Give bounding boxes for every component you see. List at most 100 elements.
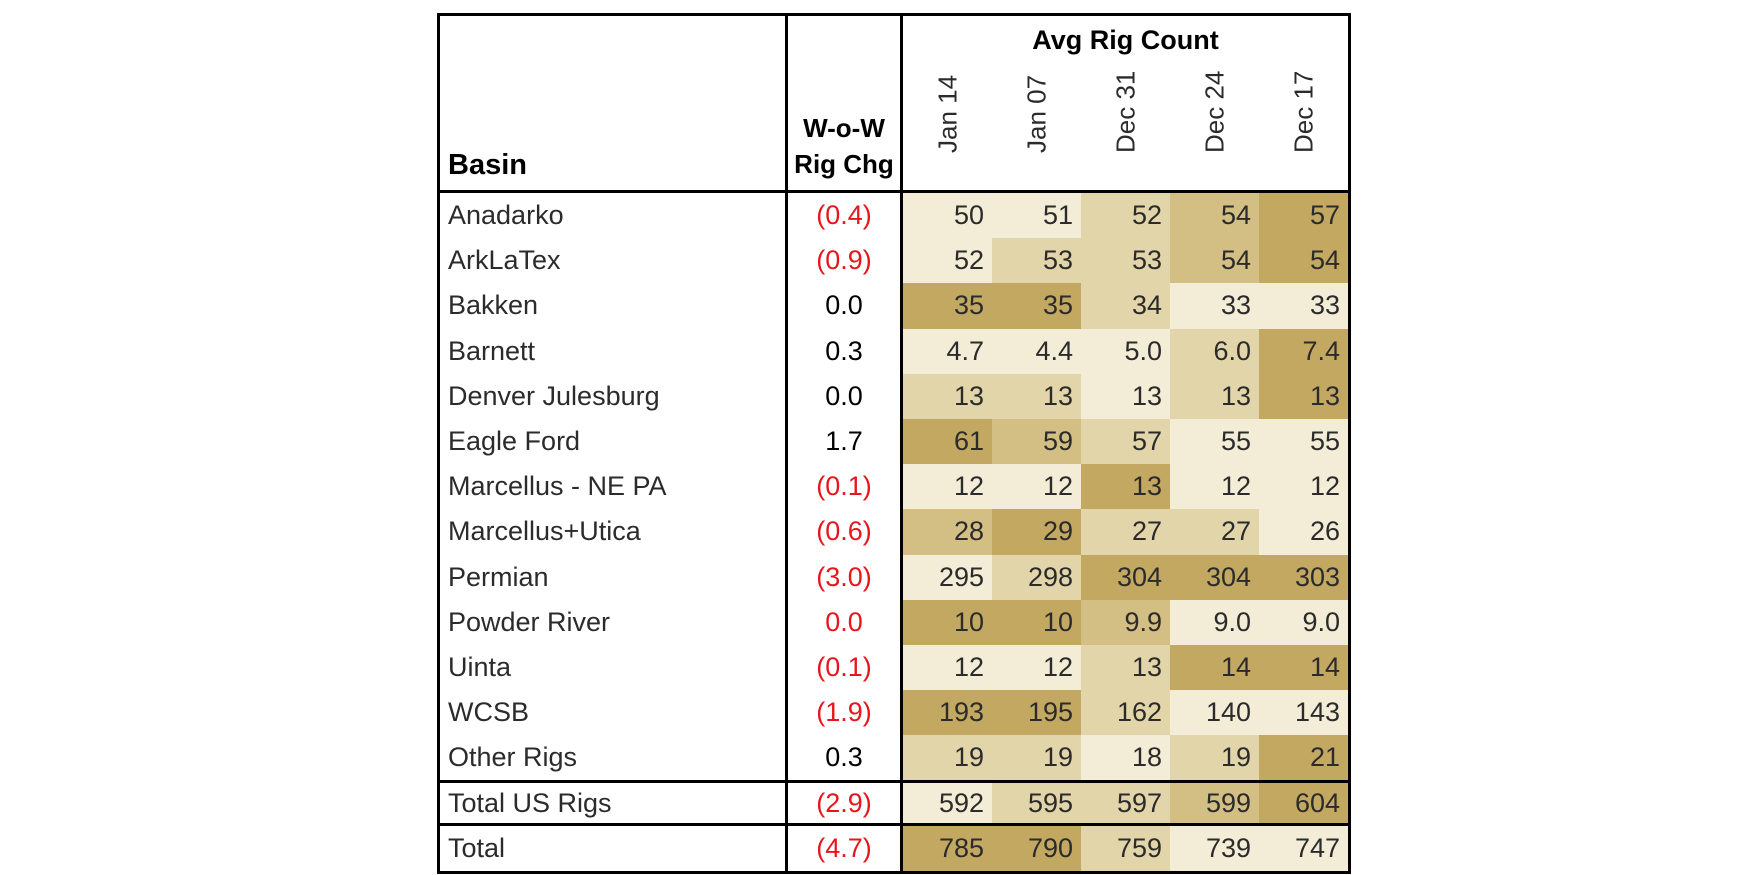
rig-count-cell: 28 [903,509,992,555]
rig-count-cell: 10 [903,599,992,645]
header-row: Basin W-o-W Rig Chg Avg Rig Count Jan 14… [440,16,1348,193]
rig-count-cell: 27 [1170,509,1259,555]
rig-count-cell: 61 [903,418,992,465]
rig-count-cell: 55 [1259,418,1348,465]
rig-count-cell: 13 [903,373,992,419]
rig-count-cell: 13 [1081,373,1170,419]
month-header: Dec 24 [1170,65,1259,190]
wow-change-value: (0.4) [785,193,903,239]
rig-count-cell: 51 [992,193,1081,239]
rig-count-cell: 12 [903,644,992,691]
rig-count-cell: 597 [1081,783,1170,824]
table-row: Anadarko (0.4) 50 51 52 54 57 [440,193,1348,239]
rig-count-cell: 19 [992,735,1081,781]
rig-count-cell: 14 [1170,644,1259,691]
rig-count-cell: 13 [1259,373,1348,419]
table-row: Uinta (0.1) 12 12 13 14 14 [440,644,1348,691]
basin-name: Marcellus+Utica [448,516,641,547]
rig-count-cell: 4.4 [992,328,1081,374]
basin-name: Powder River [448,606,611,637]
total-row: Total (4.7) 785 790 759 739 747 [440,826,1348,872]
wow-change-value: 0.0 [785,373,903,419]
rig-count-cell: 53 [1081,238,1170,284]
month-header: Dec 31 [1081,65,1170,190]
basin-name: Denver Julesburg [448,380,660,411]
wow-change-value: (2.9) [785,783,903,824]
basin-name: Total US Rigs [448,787,612,818]
wow-change-value: 1.7 [785,418,903,465]
table-row: Barnett 0.3 4.7 4.4 5.0 6.0 7.4 [440,328,1348,374]
rig-count-cell: 29 [992,509,1081,555]
total-us-row: Total US Rigs (2.9) 592 595 597 599 604 [440,780,1348,827]
month-header: Dec 17 [1259,65,1348,190]
rig-count-cell: 143 [1259,690,1348,736]
basin-header: Basin [448,149,527,181]
rig-count-cell: 304 [1081,554,1170,600]
basin-name: Other Rigs [448,742,578,773]
rig-count-cell: 33 [1170,283,1259,329]
wow-change-value: (0.1) [785,464,903,510]
basin-name: Marcellus - NE PA [448,471,667,502]
month-label: Dec 17 [1288,70,1318,153]
rig-count-cell: 739 [1170,826,1259,872]
avg-rig-count-header: Avg Rig Count Jan 14 Jan 07 Dec 31 Dec 2… [903,16,1348,190]
rig-count-cell: 54 [1170,238,1259,284]
basin-name: Eagle Ford [448,426,581,457]
table-row: Marcellus+Utica (0.6) 28 29 27 27 26 [440,509,1348,555]
month-headers: Jan 14 Jan 07 Dec 31 Dec 24 Dec 17 [903,65,1348,190]
rig-count-cell: 54 [1170,193,1259,239]
basin-name: WCSB [448,697,529,728]
basin-name: Permian [448,561,549,592]
rig-count-table: Basin W-o-W Rig Chg Avg Rig Count Jan 14… [437,13,1351,875]
table-row: Eagle Ford 1.7 61 59 57 55 55 [440,418,1348,465]
table-row: Other Rigs 0.3 19 19 18 19 21 [440,735,1348,781]
rig-count-cell: 53 [992,238,1081,284]
wow-change-value: (3.0) [785,554,903,600]
basin-name: Bakken [448,290,539,321]
rig-count-cell: 13 [1081,644,1170,691]
table-row: WCSB (1.9) 193 195 162 140 143 [440,690,1348,736]
rig-count-cell: 35 [903,283,992,329]
rig-count-cell: 14 [1259,644,1348,691]
rig-count-cell: 304 [1170,554,1259,600]
rig-count-cell: 595 [992,783,1081,824]
rig-count-cell: 9.0 [1170,599,1259,645]
table-row: Bakken 0.0 35 35 34 33 33 [440,283,1348,329]
wow-change-value: 0.0 [785,283,903,329]
wow-change-value: (0.9) [785,238,903,284]
rig-count-cell: 13 [1170,373,1259,419]
rig-count-cell: 193 [903,690,992,736]
wow-header-line2: Rig Chg [794,149,894,179]
rig-count-cell: 50 [903,193,992,239]
basin-name: Anadarko [448,200,564,231]
rig-count-cell: 7.4 [1259,328,1348,374]
basin-name: ArkLaTex [448,245,561,276]
table-row: Denver Julesburg 0.0 13 13 13 13 13 [440,373,1348,419]
rig-count-cell: 19 [903,735,992,781]
rig-count-cell: 295 [903,554,992,600]
rig-count-cell: 12 [992,644,1081,691]
rig-count-cell: 21 [1259,735,1348,781]
rig-count-cell: 52 [903,238,992,284]
rig-count-cell: 57 [1081,418,1170,465]
rig-count-cell: 35 [992,283,1081,329]
wow-change-value: (1.9) [785,690,903,736]
rig-count-cell: 19 [1170,735,1259,781]
rig-count-cell: 12 [903,464,992,510]
wow-change-value: (4.7) [785,826,903,872]
month-header: Jan 07 [992,65,1081,190]
rig-count-cell: 12 [1259,464,1348,510]
rig-count-cell: 9.0 [1259,599,1348,645]
rig-count-cell: 26 [1259,509,1348,555]
basin-name: Total [448,833,506,864]
month-label: Dec 31 [1110,70,1140,153]
rig-count-cell: 599 [1170,783,1259,824]
rig-count-cell: 140 [1170,690,1259,736]
rig-count-cell: 5.0 [1081,328,1170,374]
wow-change-value: 0.3 [785,735,903,781]
month-label: Jan 07 [1021,74,1051,153]
basin-name: Uinta [448,651,512,682]
rig-count-cell: 10 [992,599,1081,645]
basin-name: Barnett [448,335,536,366]
rig-count-cell: 4.7 [903,328,992,374]
